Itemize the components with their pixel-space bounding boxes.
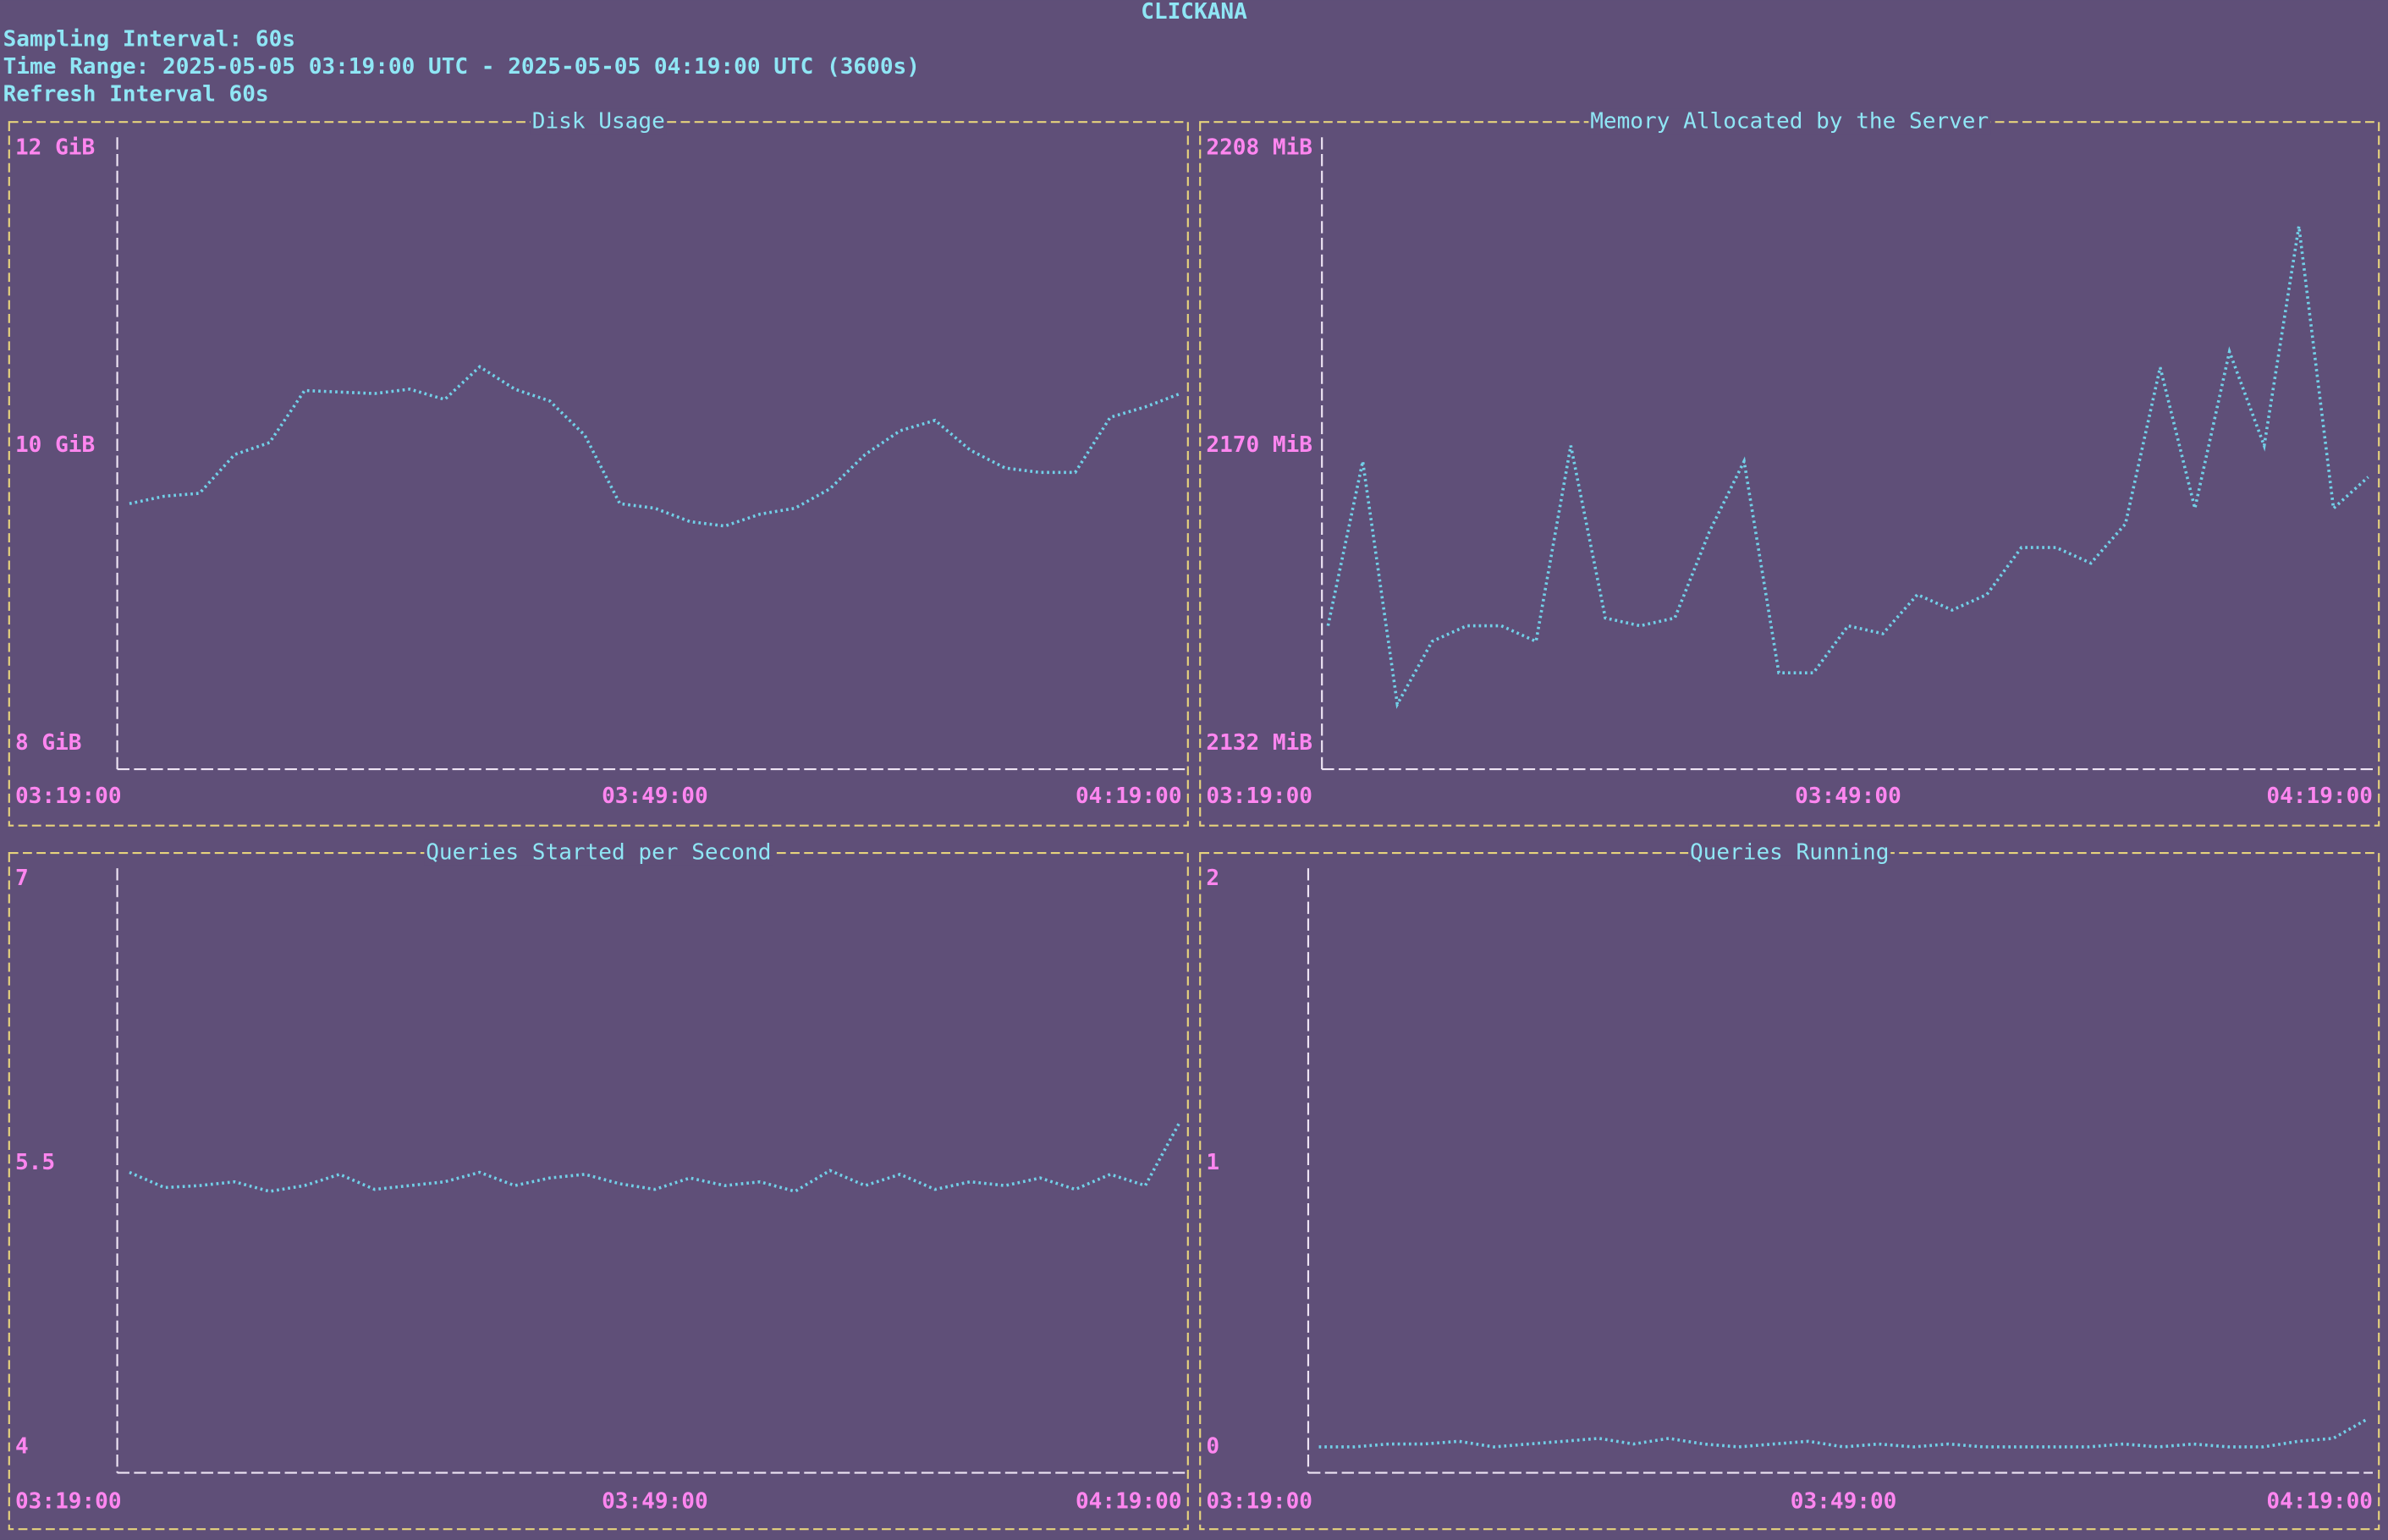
y-tick-label: 0 xyxy=(1206,1433,1219,1459)
app-title: CLICKANA xyxy=(1141,0,1247,25)
y-tick-label: 7 xyxy=(15,866,29,891)
title-gap xyxy=(1588,108,1991,135)
y-tick-label: 2132 MiB xyxy=(1206,730,1312,756)
title-gap xyxy=(530,108,667,135)
y-tick-label: 8 GiB xyxy=(15,730,82,756)
x-tick-label: 03:19:00 xyxy=(15,1488,122,1514)
x-tick-label: 04:19:00 xyxy=(2266,1488,2373,1514)
x-tick-label: 04:19:00 xyxy=(2266,784,2373,809)
x-tick-label: 03:49:00 xyxy=(1791,1488,1897,1514)
y-tick-label: 1 xyxy=(1206,1150,1219,1175)
series-line xyxy=(129,1120,1182,1193)
x-tick-label: 03:49:00 xyxy=(602,1488,708,1514)
header-line: Refresh Interval 60s xyxy=(3,81,269,107)
panel-title: Queries Running xyxy=(1690,840,1890,866)
x-tick-label: 04:19:00 xyxy=(1076,784,1182,809)
y-tick-label: 2 xyxy=(1206,866,1219,891)
x-tick-label: 04:19:00 xyxy=(1076,1488,1182,1514)
y-tick-label: 10 GiB xyxy=(15,432,95,458)
x-tick-label: 03:49:00 xyxy=(1795,784,1901,809)
y-tick-label: 4 xyxy=(15,1433,29,1459)
y-tick-label: 12 GiB xyxy=(15,135,95,160)
x-tick-label: 03:19:00 xyxy=(15,784,122,809)
x-tick-label: 03:49:00 xyxy=(602,784,708,809)
panel-title: Disk Usage xyxy=(532,109,665,135)
panel-title: Memory Allocated by the Server xyxy=(1590,109,1989,135)
title-gap xyxy=(1688,839,1891,866)
x-tick-label: 03:19:00 xyxy=(1206,784,1312,809)
y-tick-label: 2208 MiB xyxy=(1206,135,1312,160)
series-line xyxy=(1318,1416,2369,1449)
y-tick-label: 2170 MiB xyxy=(1206,432,1312,458)
title-gap xyxy=(424,839,773,866)
header-line: Sampling Interval: 60s xyxy=(3,27,295,52)
header-line: Time Range: 2025-05-05 03:19:00 UTC - 20… xyxy=(3,54,920,80)
panel-title: Queries Started per Second xyxy=(426,840,771,866)
y-tick-label: 5.5 xyxy=(15,1150,55,1175)
x-tick-label: 03:19:00 xyxy=(1206,1488,1312,1514)
